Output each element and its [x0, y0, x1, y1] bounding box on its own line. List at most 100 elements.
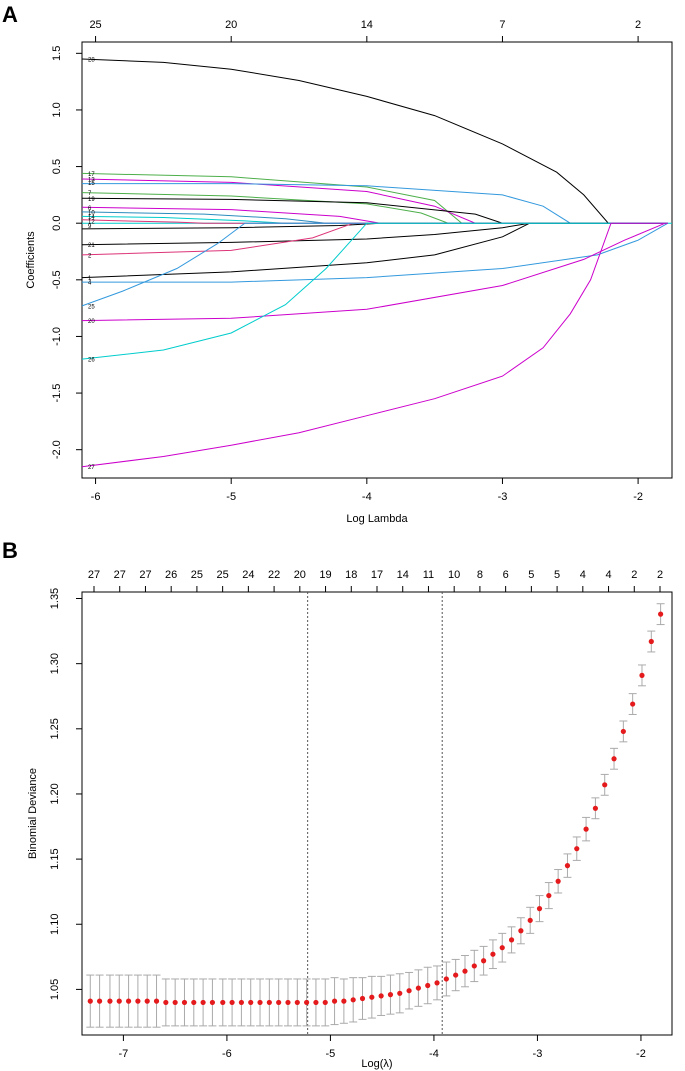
coef-path-28	[81, 58, 668, 224]
panel-letter: A	[2, 2, 18, 27]
deviance-point	[87, 998, 93, 1004]
y-tick-label: 1.20	[49, 783, 61, 804]
deviance-point	[163, 999, 169, 1006]
coef-path-25	[81, 222, 668, 307]
y-tick-label: 1.5	[51, 46, 63, 61]
panel-b-cv-deviance: B-7 -6 -5 -4 -3 -2Log(λ)1.051.101.151.201.251…	[2, 538, 673, 1070]
y-tick-label: 0.5	[51, 159, 63, 174]
y-axis-title: Coefficients	[25, 231, 37, 289]
path-label: 25	[88, 304, 95, 310]
x-tick-label: -3	[533, 1048, 543, 1060]
x-tick-label: -5	[326, 1048, 336, 1060]
path-label: 19	[88, 197, 95, 203]
path-label: 1	[88, 276, 92, 282]
coef-path-1	[81, 222, 668, 279]
deviance-point	[620, 728, 626, 735]
error-bars	[86, 603, 665, 1028]
deviance-point	[181, 999, 188, 1006]
deviance-point	[331, 998, 338, 1004]
top-tick-label: 27	[114, 569, 126, 581]
panel-a-coefficient-paths: A -6 -5 -4 -3 -2 Log Lambda -2.0 -1.5 -1.0 -0.5 0.0…	[2, 2, 673, 525]
deviance-point	[304, 999, 310, 1006]
deviance-point	[285, 999, 291, 1006]
y-tick-label: 0.0	[51, 216, 63, 231]
path-label: 2	[88, 253, 92, 259]
deviance-point	[96, 998, 103, 1004]
top-tick-label: 2	[631, 569, 637, 581]
deviance-point	[536, 906, 543, 912]
deviance-point	[415, 985, 422, 991]
coef-path-13	[81, 178, 668, 224]
deviance-point	[116, 998, 122, 1004]
deviance-point	[639, 672, 645, 678]
top-tick-label: 25	[191, 569, 203, 581]
plot-frame	[81, 41, 673, 479]
y-tick-label: -1.5	[51, 384, 63, 403]
path-label: 13	[88, 178, 95, 184]
coef-path-7	[81, 192, 668, 224]
path-label: 26	[88, 358, 95, 364]
y-axis: 1.05 1.10 1.15 1.20 1.25 1.30 1.35 Binomial Dev…	[27, 588, 82, 1000]
deviance-point	[135, 998, 141, 1004]
deviance-point	[153, 998, 160, 1004]
x-tick-label: -5	[226, 491, 236, 503]
deviance-point	[490, 951, 496, 957]
deviance-point	[453, 972, 459, 978]
top-tick-label: 8	[477, 569, 483, 581]
deviance-point	[369, 994, 375, 1000]
y-tick-label: 1.05	[49, 979, 61, 1000]
x-axis: -6 -5 -4 -3 -2 Log Lambda	[91, 478, 643, 525]
deviance-point	[648, 638, 654, 645]
y-axis-title: Binomial Deviance	[27, 768, 39, 859]
deviance-point	[583, 826, 589, 832]
x-tick-label: -2	[633, 491, 643, 503]
top-tick-label: 2	[657, 569, 663, 581]
top-tick-label: 14	[397, 569, 409, 581]
coef-path-19	[81, 197, 668, 224]
deviance-point	[481, 958, 487, 964]
top-tick-label: 19	[319, 569, 331, 581]
deviance-point	[322, 999, 328, 1006]
deviance-point	[200, 999, 206, 1006]
path-label: 20	[88, 319, 95, 325]
path-label: 9	[88, 224, 92, 230]
path-label: 15	[88, 181, 95, 187]
deviance-point	[630, 701, 636, 707]
deviance-point	[238, 999, 245, 1006]
deviance-point	[443, 976, 449, 982]
y-tick-label: -2.0	[51, 440, 63, 459]
deviance-point	[220, 999, 226, 1006]
top-tick-label: 25	[217, 569, 229, 581]
top-tick-label: 11	[423, 569, 434, 581]
deviance-point	[406, 988, 412, 994]
top-tick-label: 22	[268, 569, 280, 581]
deviance-point	[658, 611, 664, 617]
top-tick-label: 17	[371, 569, 383, 581]
top-tick-label: 18	[345, 569, 357, 581]
path-label: 6	[88, 206, 92, 212]
top-axis: 25 20 14 7 2	[89, 19, 641, 42]
path-label: 10	[88, 210, 95, 216]
coefficient-paths	[81, 58, 669, 468]
y-tick-label: 1.10	[49, 914, 61, 935]
x-tick-label: -2	[636, 1048, 646, 1060]
deviance-points	[87, 611, 664, 1006]
deviance-point	[144, 998, 150, 1004]
deviance-point	[602, 782, 608, 788]
x-tick-label: -3	[498, 491, 508, 503]
deviance-point	[546, 892, 552, 899]
deviance-point	[434, 980, 440, 986]
coef-path-4	[82, 222, 669, 283]
deviance-point	[592, 805, 599, 811]
deviance-point	[313, 999, 319, 1006]
deviance-point	[564, 863, 571, 869]
coef-path-9	[81, 222, 668, 230]
deviance-point	[611, 756, 617, 762]
top-tick-label: 20	[294, 569, 306, 581]
top-tick-label: 4	[605, 569, 611, 581]
x-tick-label: -4	[362, 491, 372, 503]
deviance-point	[359, 995, 366, 1002]
x-tick-label: -6	[222, 1048, 232, 1060]
